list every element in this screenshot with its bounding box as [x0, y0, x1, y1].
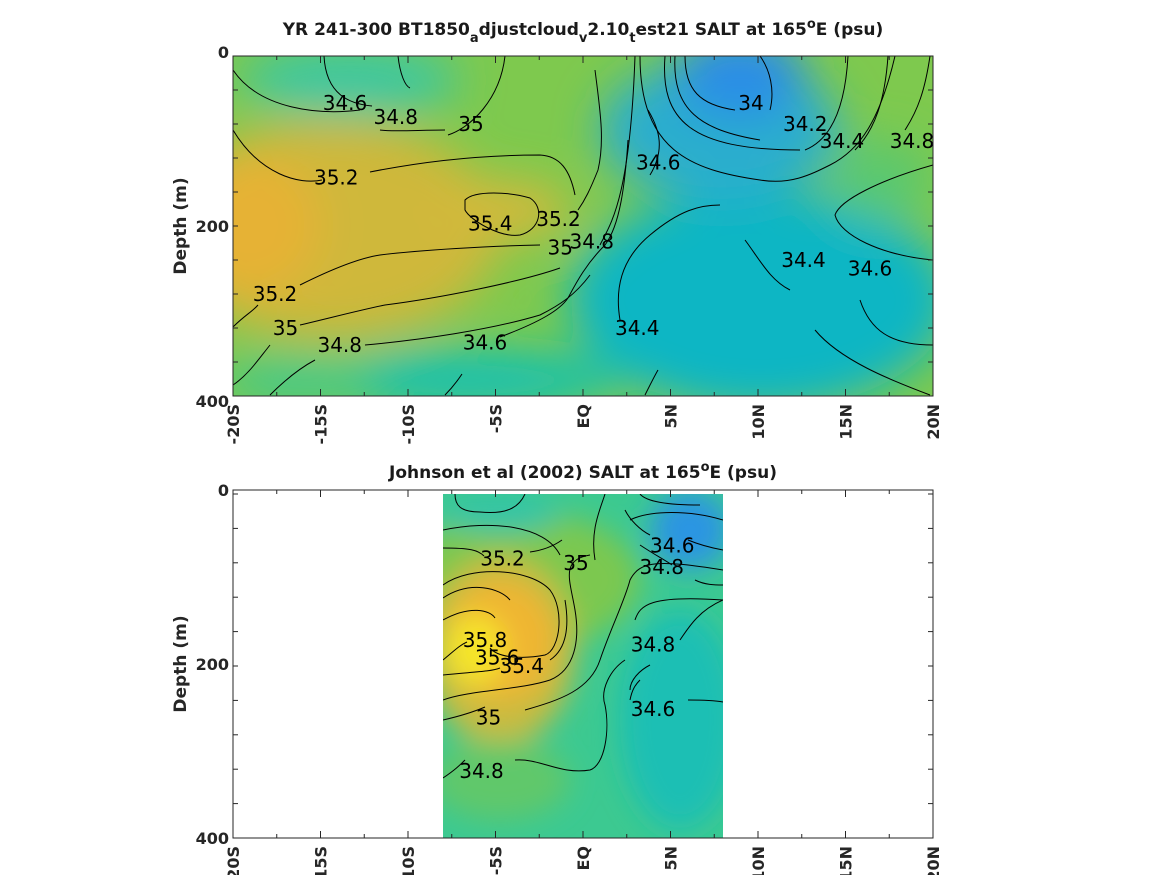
top-x-tick-label: -5S: [487, 404, 506, 433]
bottom-contour-label: 34.8: [639, 555, 684, 579]
bottom-contour-label: 35: [563, 551, 588, 575]
top-contour-label: 34.2: [783, 112, 828, 136]
bottom-contour-label: 35.6: [475, 645, 520, 669]
top-chart-title: YR 241-300 BT1850adjustcloudv2.10test21 …: [282, 17, 883, 46]
top-x-ticks: -20S -15S -10S -5S EQ 5N 10N 15N 20N: [224, 56, 943, 444]
bottom-contour-label: 35: [476, 706, 501, 730]
top-contour-label: 35: [273, 316, 298, 340]
top-x-tick-label: 10N: [749, 404, 768, 440]
top-contour-label: 34.4: [820, 129, 865, 153]
top-contour-label: 34.6: [323, 91, 368, 115]
bottom-y-ticks: 0 200 400: [196, 481, 933, 848]
bottom-contour-lines: [443, 494, 723, 779]
bottom-y-tick-label: 0: [218, 481, 229, 500]
top-x-tick-label: EQ: [574, 404, 593, 429]
bottom-contour-label: 34.8: [631, 633, 676, 657]
bottom-x-tick-label: -15S: [312, 846, 331, 875]
bottom-x-tick-label: 5N: [662, 846, 681, 871]
top-x-tick-label: -15S: [312, 404, 331, 444]
top-contour-label: 35.2: [314, 166, 359, 190]
top-y-tick-label: 400: [196, 392, 229, 411]
top-contour-lines: [233, 56, 933, 396]
bottom-x-tick-label: -20S: [224, 846, 243, 875]
top-contour-label: 34.8: [569, 229, 614, 253]
top-contour-label: 34: [738, 91, 763, 115]
top-contour-label: 34.4: [615, 316, 660, 340]
bottom-contour-label: 34.6: [631, 697, 676, 721]
bottom-y-axis-label: Depth (m): [171, 615, 191, 712]
top-contour-label: 34.6: [463, 330, 508, 354]
top-contour-label: 34.4: [781, 248, 826, 272]
top-y-ticks: 0 200 400: [196, 43, 933, 411]
bottom-x-tick-label: -5S: [487, 846, 506, 875]
bottom-x-tick-label: 10N: [749, 846, 768, 875]
top-x-tick-label: 15N: [837, 404, 856, 440]
top-contour-label: 34.6: [848, 257, 893, 281]
bottom-contour-label: 35.8: [463, 628, 508, 652]
top-contour-label: 34.8: [890, 129, 935, 153]
bottom-x-ticks: -20S -15S -10S -5S EQ 5N 10N 15N 20N: [224, 490, 943, 875]
top-contour-label: 35: [458, 112, 483, 136]
bottom-x-tick-label: 15N: [837, 846, 856, 875]
top-contour-label: 35: [548, 235, 573, 259]
top-contour-label: 35.4: [468, 211, 513, 235]
top-contour-label: 34.8: [373, 105, 418, 129]
bottom-chart-title: Johnson et al (2002) SALT at 165oE (psu): [388, 460, 777, 483]
bottom-contour-label: 34.8: [459, 759, 504, 783]
bottom-x-tick-label: -10S: [399, 846, 418, 875]
bottom-contour-label: 35.4: [499, 654, 544, 678]
top-y-axis-label: Depth (m): [171, 177, 191, 274]
bottom-contour-label: 34.6: [650, 534, 695, 558]
top-y-tick-label: 200: [196, 217, 229, 236]
top-x-tick-label: 5N: [662, 404, 681, 429]
bottom-y-tick-label: 400: [196, 829, 229, 848]
bottom-panel: Johnson et al (2002) SALT at 165oE (psu): [171, 460, 943, 875]
top-x-tick-label: 20N: [924, 404, 943, 440]
top-contour-label: 35.2: [536, 207, 581, 231]
top-x-tick-label: -20S: [224, 404, 243, 444]
bottom-y-tick-label: 200: [196, 655, 229, 674]
top-contour-label: 35.2: [253, 282, 298, 306]
bottom-x-tick-label: 20N: [924, 846, 943, 875]
top-y-tick-label: 0: [218, 43, 229, 62]
top-contour-label: 34.6: [636, 150, 681, 174]
top-x-tick-label: -10S: [399, 404, 418, 444]
top-panel: YR 241-300 BT1850adjustcloudv2.10test21 …: [171, 17, 943, 444]
bottom-x-tick-label: EQ: [574, 846, 593, 871]
top-contour-label: 34.8: [317, 333, 362, 357]
bottom-contour-label: 35.2: [480, 547, 525, 571]
